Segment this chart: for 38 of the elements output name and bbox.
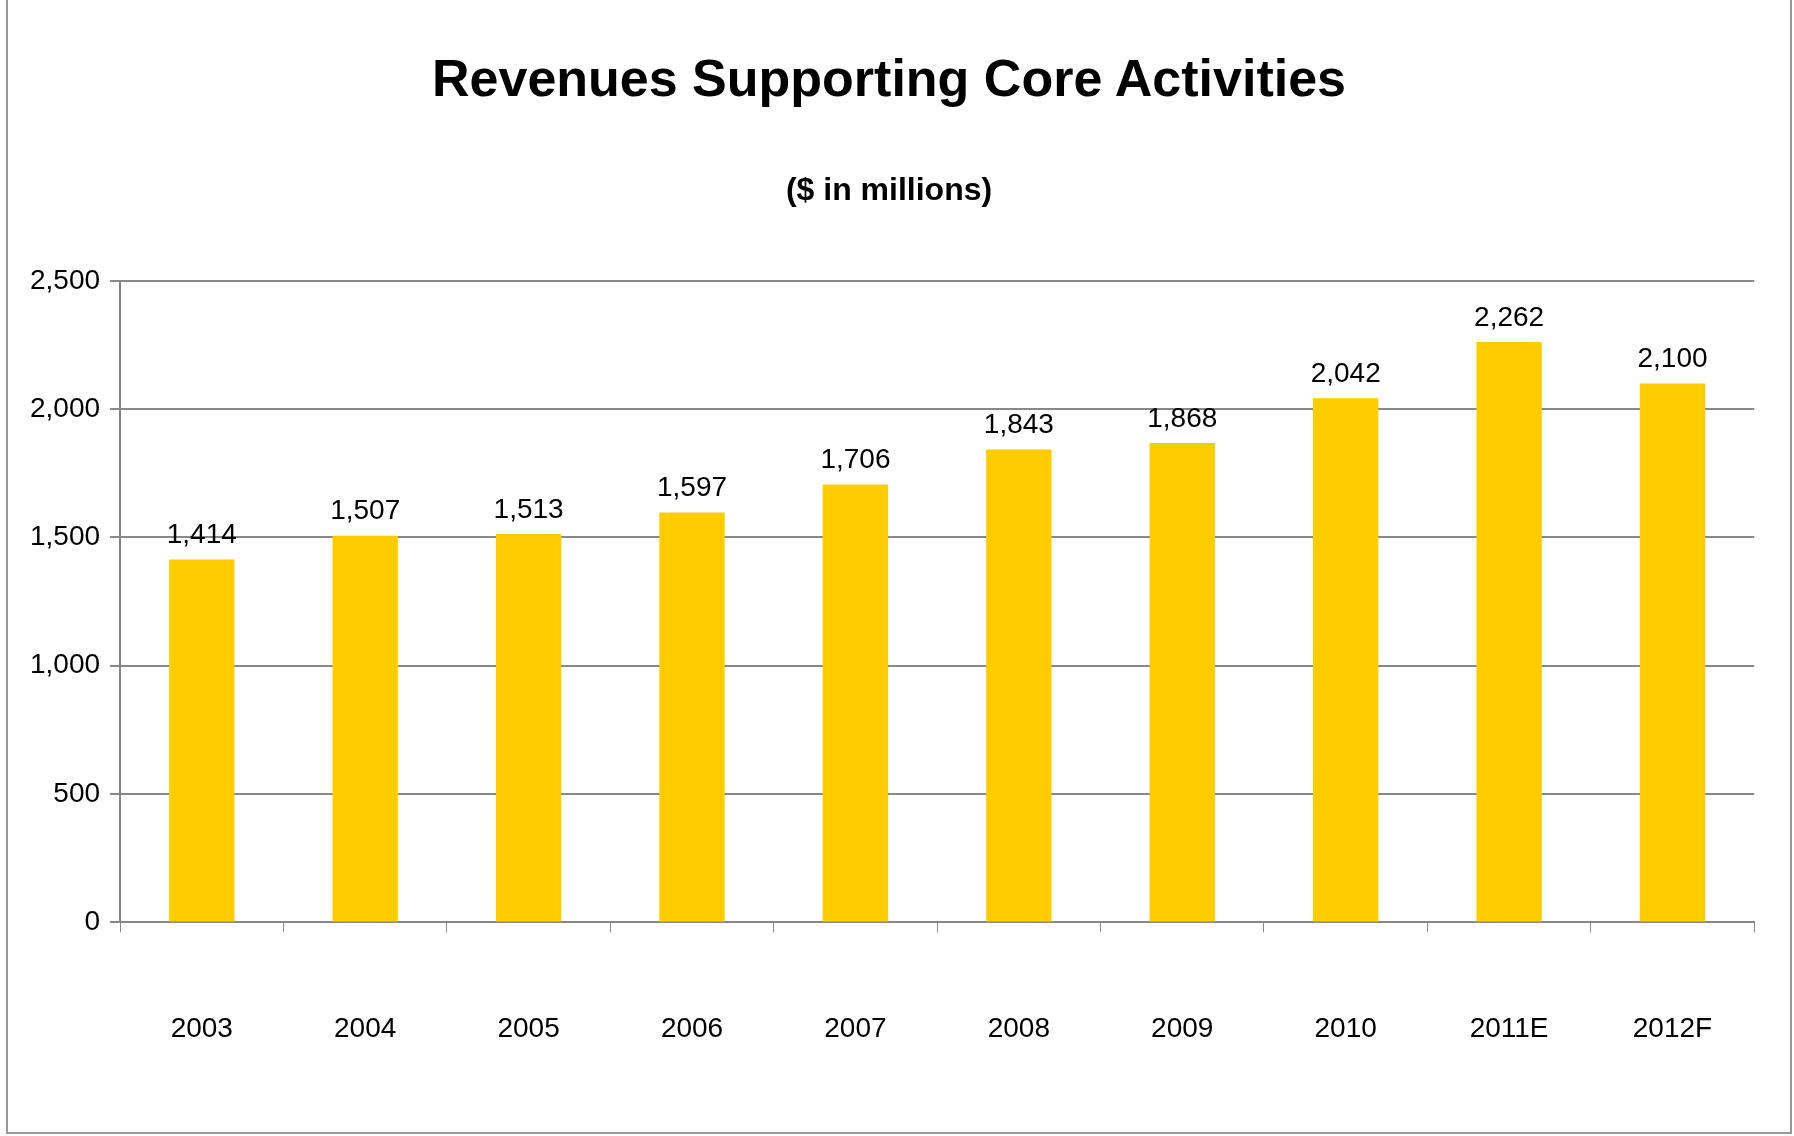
y-tick-label: 2,500 bbox=[29, 263, 101, 295]
bar bbox=[332, 535, 398, 922]
data-label: 2,042 bbox=[1310, 357, 1381, 389]
data-label: 1,706 bbox=[820, 443, 891, 475]
x-tick-label: 2005 bbox=[497, 1011, 560, 1043]
y-tick-label: 2,000 bbox=[29, 391, 101, 423]
data-label: 1,507 bbox=[330, 494, 401, 526]
x-tick-label: 2012F bbox=[1632, 1011, 1713, 1043]
y-tick-label: 1,000 bbox=[29, 648, 101, 680]
bar bbox=[986, 449, 1052, 922]
x-tick-label: 2008 bbox=[987, 1011, 1050, 1043]
data-label: 1,843 bbox=[983, 408, 1054, 440]
bar bbox=[659, 512, 725, 922]
x-tick-label: 2010 bbox=[1314, 1011, 1377, 1043]
data-label: 2,262 bbox=[1474, 300, 1545, 332]
y-tick-label: 500 bbox=[53, 776, 101, 808]
data-label: 2,100 bbox=[1637, 342, 1708, 374]
data-label: 1,414 bbox=[166, 518, 237, 550]
x-tick-label: 2009 bbox=[1151, 1011, 1214, 1043]
bar bbox=[1312, 398, 1379, 922]
chart-subtitle: ($ in millions) bbox=[785, 171, 993, 208]
data-label: 1,513 bbox=[493, 492, 564, 524]
bar bbox=[822, 484, 889, 922]
x-tick-label: 2004 bbox=[334, 1011, 397, 1043]
y-tick-label: 0 bbox=[84, 905, 101, 937]
data-label: 1,597 bbox=[656, 471, 728, 503]
bar bbox=[495, 534, 562, 922]
y-tick-label: 1,500 bbox=[29, 520, 101, 552]
x-tick-label: 2011E bbox=[1469, 1011, 1549, 1043]
chart-title: Revenues Supporting Core Activities bbox=[431, 48, 1347, 107]
data-label: 1,868 bbox=[1147, 401, 1218, 433]
bar bbox=[1149, 443, 1215, 922]
x-tick-label: 2007 bbox=[824, 1011, 887, 1043]
bar bbox=[1639, 383, 1706, 922]
x-tick-label: 2003 bbox=[170, 1011, 233, 1043]
x-tick-label: 2006 bbox=[660, 1011, 724, 1043]
bar bbox=[169, 559, 235, 922]
bar bbox=[1476, 341, 1542, 922]
